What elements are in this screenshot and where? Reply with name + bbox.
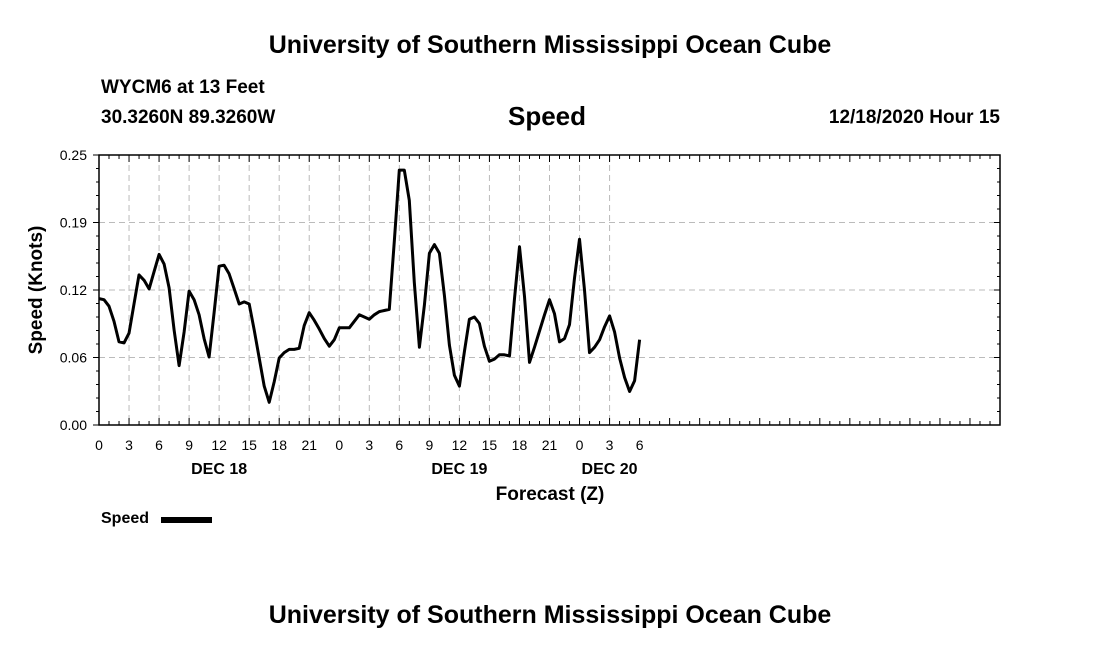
x-tick-label: 18: [271, 437, 287, 453]
series-line-speed: [98, 168, 642, 404]
x-tick-label: 0: [576, 437, 584, 453]
x-tick-label: 3: [365, 437, 373, 453]
x-tick-label: 6: [395, 437, 403, 453]
chart-title: Speed: [508, 101, 587, 131]
legend-label: Speed: [101, 510, 150, 527]
x-tick-label: 6: [636, 437, 644, 453]
header-title: University of Southern Mississippi Ocean…: [268, 31, 832, 59]
x-tick-label: 3: [606, 437, 614, 453]
y-axis-label: Speed (Knots): [26, 226, 47, 355]
date-label: DEC 20: [582, 461, 638, 478]
station-coords: 30.3260N 89.3260W: [101, 107, 276, 128]
footer-title: University of Southern Mississippi Ocean…: [268, 601, 832, 629]
x-tick-label: 3: [125, 437, 133, 453]
grid-lines: [99, 155, 1000, 425]
x-tick-label: 15: [482, 437, 498, 453]
plot-frame: [98, 154, 1001, 426]
station-name: WYCM6 at 13 Feet: [101, 77, 265, 98]
x-tick-label: 18: [512, 437, 528, 453]
date-label: DEC 18: [191, 461, 247, 478]
x-tick-label: 0: [335, 437, 343, 453]
x-axis-label: Forecast (Z): [496, 484, 605, 505]
y-tick-label: 0.19: [60, 215, 87, 231]
y-tick-label: 0.25: [60, 147, 87, 163]
x-tick-label: 9: [425, 437, 433, 453]
y-tick-label: 0.00: [60, 417, 87, 433]
x-tick-label: 12: [452, 437, 468, 453]
y-tick-label: 0.12: [60, 282, 87, 298]
x-tick-label: 21: [542, 437, 558, 453]
x-tick-label: 15: [241, 437, 257, 453]
issued-time: 12/18/2020 Hour 15: [828, 107, 1000, 128]
legend-swatch: [161, 517, 212, 523]
x-tick-label: 0: [95, 437, 103, 453]
date-label: DEC 19: [431, 461, 487, 478]
x-tick-label: 12: [211, 437, 227, 453]
x-tick-label: 21: [301, 437, 317, 453]
x-tick-label: 9: [185, 437, 193, 453]
x-tick-label: 6: [155, 437, 163, 453]
y-tick-label: 0.06: [60, 350, 87, 366]
